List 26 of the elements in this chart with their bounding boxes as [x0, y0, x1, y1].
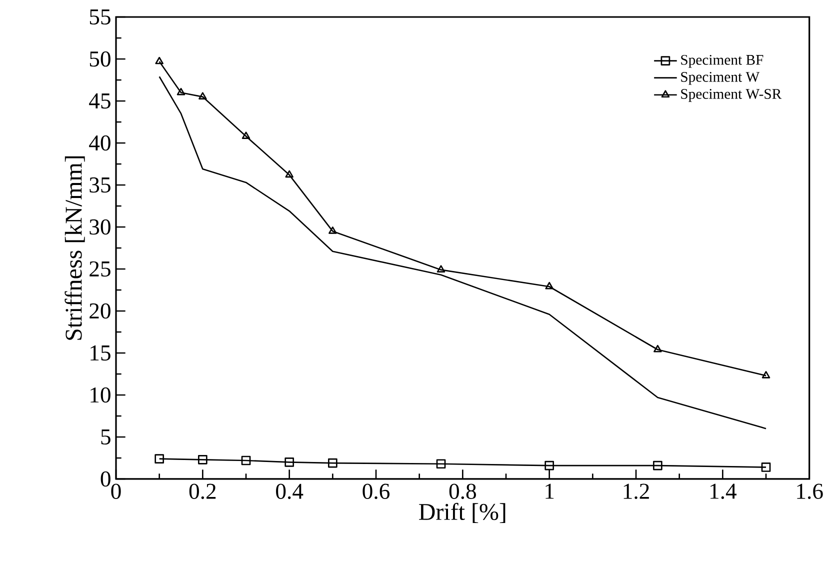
y-tick-label: 20: [90, 303, 110, 319]
y-tick-label: 0: [100, 471, 110, 487]
legend-label: Speciment W: [681, 72, 760, 85]
y-tick-label: 55: [90, 9, 110, 25]
x-tick-label: 0.8: [449, 484, 476, 500]
x-axis-title: Drift [%]: [419, 502, 506, 524]
y-tick-label: 15: [90, 345, 110, 361]
x-tick-label: 1: [546, 484, 554, 499]
x-tick-label: 1.2: [624, 484, 649, 500]
x-tick-label: 1.6: [797, 484, 823, 500]
y-tick-label: 45: [89, 93, 110, 109]
y-tick-label: 40: [89, 135, 110, 151]
y-tick-label: 30: [90, 219, 110, 235]
legend-label: Speciment W-SR: [681, 89, 782, 102]
y-tick-label: 50: [90, 51, 110, 67]
y-tick-label: 5: [101, 429, 110, 445]
x-tick-label: 0.6: [362, 484, 390, 500]
y-axis-title: Striffness [kN/mm]: [64, 156, 85, 340]
x-tick-label: 1.4: [710, 484, 736, 499]
x-tick-label: 0.2: [189, 484, 216, 500]
y-tick-label: 25: [90, 261, 110, 277]
y-tick-label: 35: [90, 177, 110, 193]
y-tick-label: 10: [90, 387, 110, 403]
legend-label: Speciment BF: [681, 54, 764, 68]
x-tick-label: 0: [111, 484, 121, 499]
x-tick-label: 0.4: [276, 484, 304, 500]
